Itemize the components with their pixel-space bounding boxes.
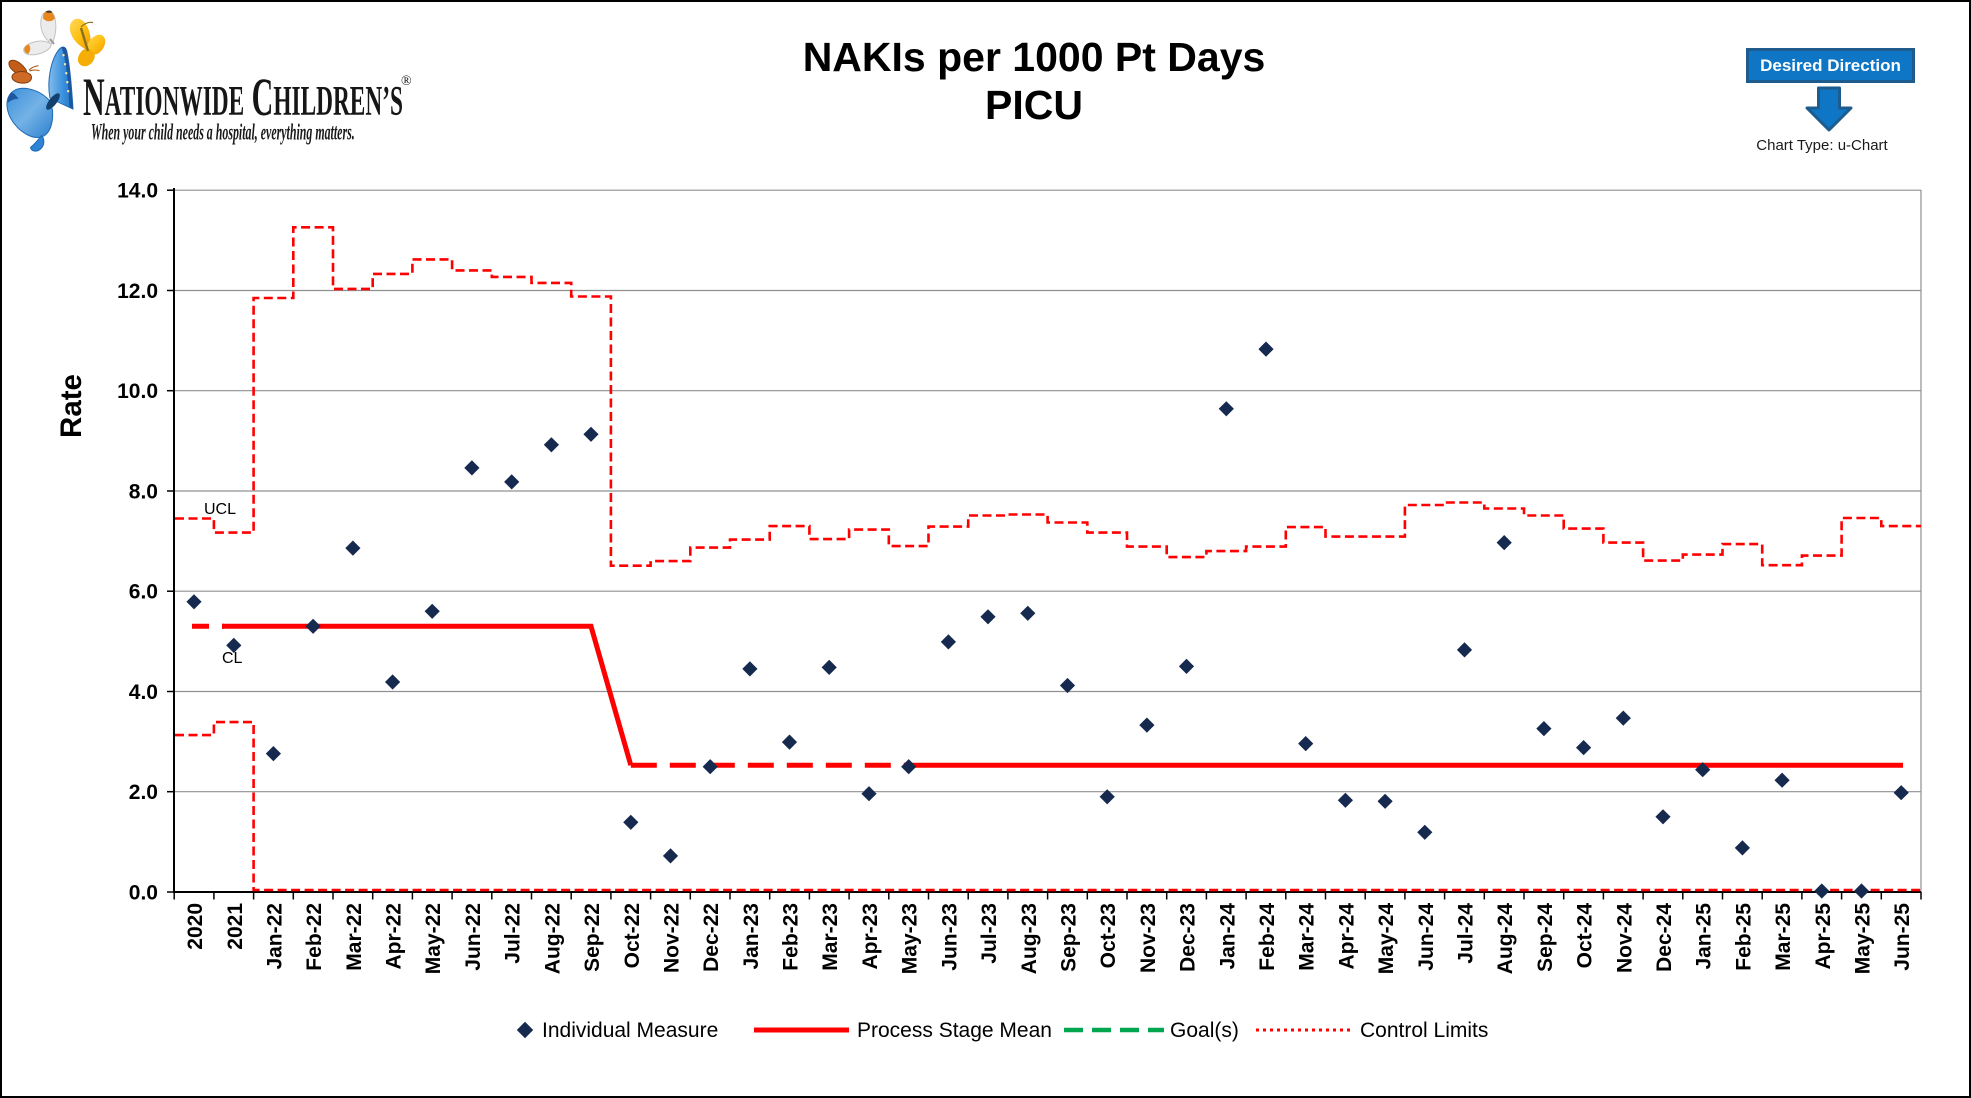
svg-text:Mar-22: Mar-22 — [343, 903, 366, 971]
svg-text:12.0: 12.0 — [117, 280, 158, 303]
svg-text:Sep-23: Sep-23 — [1058, 903, 1081, 972]
svg-text:Mar-24: Mar-24 — [1296, 903, 1319, 971]
svg-text:Feb-25: Feb-25 — [1732, 903, 1755, 971]
svg-text:Sep-22: Sep-22 — [581, 903, 604, 972]
svg-text:Individual Measure: Individual Measure — [542, 1019, 718, 1042]
svg-text:Jan-25: Jan-25 — [1693, 903, 1716, 970]
svg-text:Sep-24: Sep-24 — [1534, 903, 1557, 972]
svg-text:®: ® — [401, 74, 412, 89]
svg-text:May-24: May-24 — [1375, 903, 1398, 975]
svg-text:Apr-25: Apr-25 — [1812, 903, 1835, 970]
svg-text:Jan-22: Jan-22 — [263, 903, 286, 970]
svg-text:UCL: UCL — [204, 501, 236, 518]
svg-text:Nov-23: Nov-23 — [1137, 903, 1160, 973]
svg-text:May-22: May-22 — [422, 903, 445, 974]
svg-text:4.0: 4.0 — [129, 681, 158, 704]
svg-text:Dec-24: Dec-24 — [1653, 903, 1676, 972]
svg-text:Dec-22: Dec-22 — [700, 903, 723, 972]
svg-text:Process Stage Mean: Process Stage Mean — [857, 1019, 1052, 1042]
svg-text:Jan-24: Jan-24 — [1216, 903, 1239, 970]
svg-text:Feb-24: Feb-24 — [1256, 903, 1279, 971]
svg-text:0.0: 0.0 — [129, 882, 158, 905]
svg-text:May-23: May-23 — [899, 903, 922, 974]
svg-text:Mar-23: Mar-23 — [819, 903, 842, 971]
svg-text:14.0: 14.0 — [117, 180, 158, 203]
svg-text:2021: 2021 — [224, 903, 247, 950]
svg-text:Oct-24: Oct-24 — [1574, 903, 1597, 969]
svg-text:Apr-24: Apr-24 — [1335, 903, 1358, 970]
svg-text:Feb-23: Feb-23 — [780, 903, 803, 971]
svg-text:Jul-24: Jul-24 — [1455, 903, 1478, 964]
svg-text:Nov-24: Nov-24 — [1613, 903, 1636, 973]
svg-text:2.0: 2.0 — [129, 781, 158, 804]
svg-text:May-25: May-25 — [1852, 903, 1875, 975]
svg-text:Control Limits: Control Limits — [1360, 1019, 1488, 1042]
svg-text:Apr-22: Apr-22 — [383, 903, 406, 970]
svg-text:Jun-24: Jun-24 — [1415, 903, 1438, 971]
svg-text:Jul-22: Jul-22 — [502, 903, 525, 964]
svg-text:10.0: 10.0 — [117, 380, 158, 403]
svg-text:Jan-23: Jan-23 — [740, 903, 763, 970]
svg-text:Goal(s): Goal(s) — [1170, 1019, 1239, 1042]
svg-text:Mar-25: Mar-25 — [1772, 903, 1795, 971]
svg-text:Jul-23: Jul-23 — [978, 903, 1001, 964]
svg-text:Oct-22: Oct-22 — [621, 903, 644, 968]
svg-text:Aug-22: Aug-22 — [541, 903, 564, 974]
svg-text:Apr-23: Apr-23 — [859, 903, 882, 970]
svg-text:Jun-23: Jun-23 — [938, 903, 961, 971]
svg-text:Aug-24: Aug-24 — [1494, 903, 1517, 974]
svg-text:Jun-22: Jun-22 — [462, 903, 485, 971]
svg-text:Aug-23: Aug-23 — [1018, 903, 1041, 974]
svg-text:Oct-23: Oct-23 — [1097, 903, 1120, 968]
svg-text:2020: 2020 — [184, 903, 207, 950]
svg-text:Rate: Rate — [55, 374, 88, 438]
svg-text:CL: CL — [222, 650, 243, 667]
svg-text:Jun-25: Jun-25 — [1891, 903, 1914, 971]
svg-text:6.0: 6.0 — [129, 581, 158, 604]
svg-text:8.0: 8.0 — [129, 481, 158, 504]
svg-text:Feb-22: Feb-22 — [303, 903, 326, 971]
svg-text:Nov-22: Nov-22 — [661, 903, 684, 973]
svg-text:When your child needs a hospit: When your child needs a hospital, everyt… — [91, 119, 355, 144]
svg-text:Dec-23: Dec-23 — [1177, 903, 1200, 972]
